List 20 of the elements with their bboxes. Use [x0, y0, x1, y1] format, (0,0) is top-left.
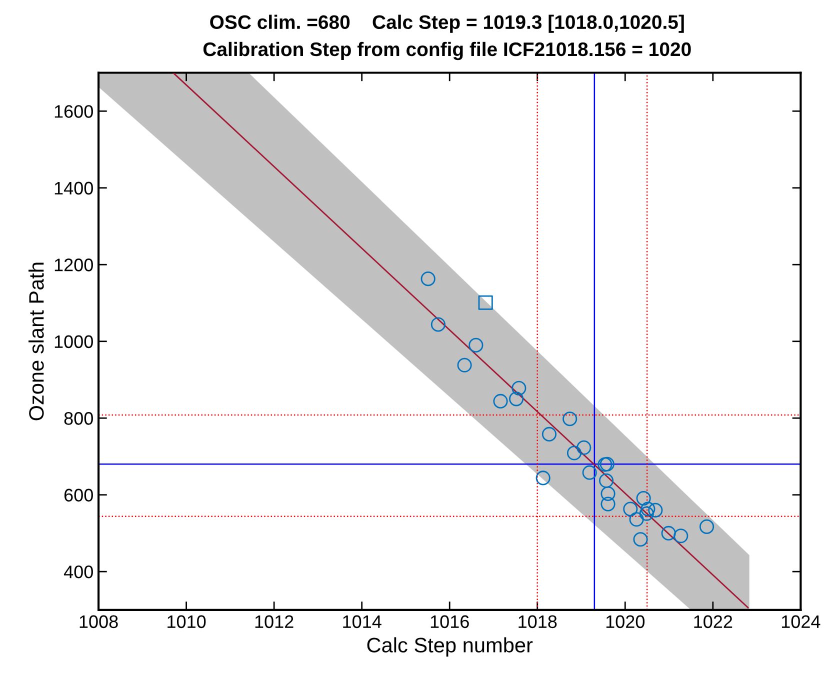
x-tick-label: 1010	[168, 615, 206, 628]
x-tick-label: 1022	[694, 615, 732, 628]
y-tick-label: 1600	[54, 105, 93, 118]
x-tick-label: 1024	[782, 615, 820, 628]
y-axis-title: Ozone slant Path	[28, 262, 44, 420]
x-tick-label: 1018	[518, 615, 557, 628]
x-tick-label: 1014	[343, 615, 382, 628]
y-tick-label: 1400	[54, 182, 93, 195]
y-tick-label: 1000	[54, 335, 93, 348]
y-tick-label: 600	[64, 488, 93, 502]
x-tick-label: 1016	[430, 615, 469, 628]
x-axis-title: Calc Step number	[367, 637, 533, 657]
x-tick-label: 1020	[606, 615, 645, 628]
y-tick-label: 1200	[54, 258, 93, 272]
x-tick-label: 1012	[255, 615, 294, 628]
chart-subtitle: Calibration Step from config file ICF21018.156 = 1020	[203, 42, 691, 60]
x-tick-label: 1008	[80, 615, 118, 628]
y-tick-label: 800	[64, 412, 93, 425]
y-tick-label: 400	[64, 566, 93, 578]
chart-title: OSC clim. =680 Calc Step = 1019.3 [1018.0,1020.5]	[210, 14, 684, 33]
